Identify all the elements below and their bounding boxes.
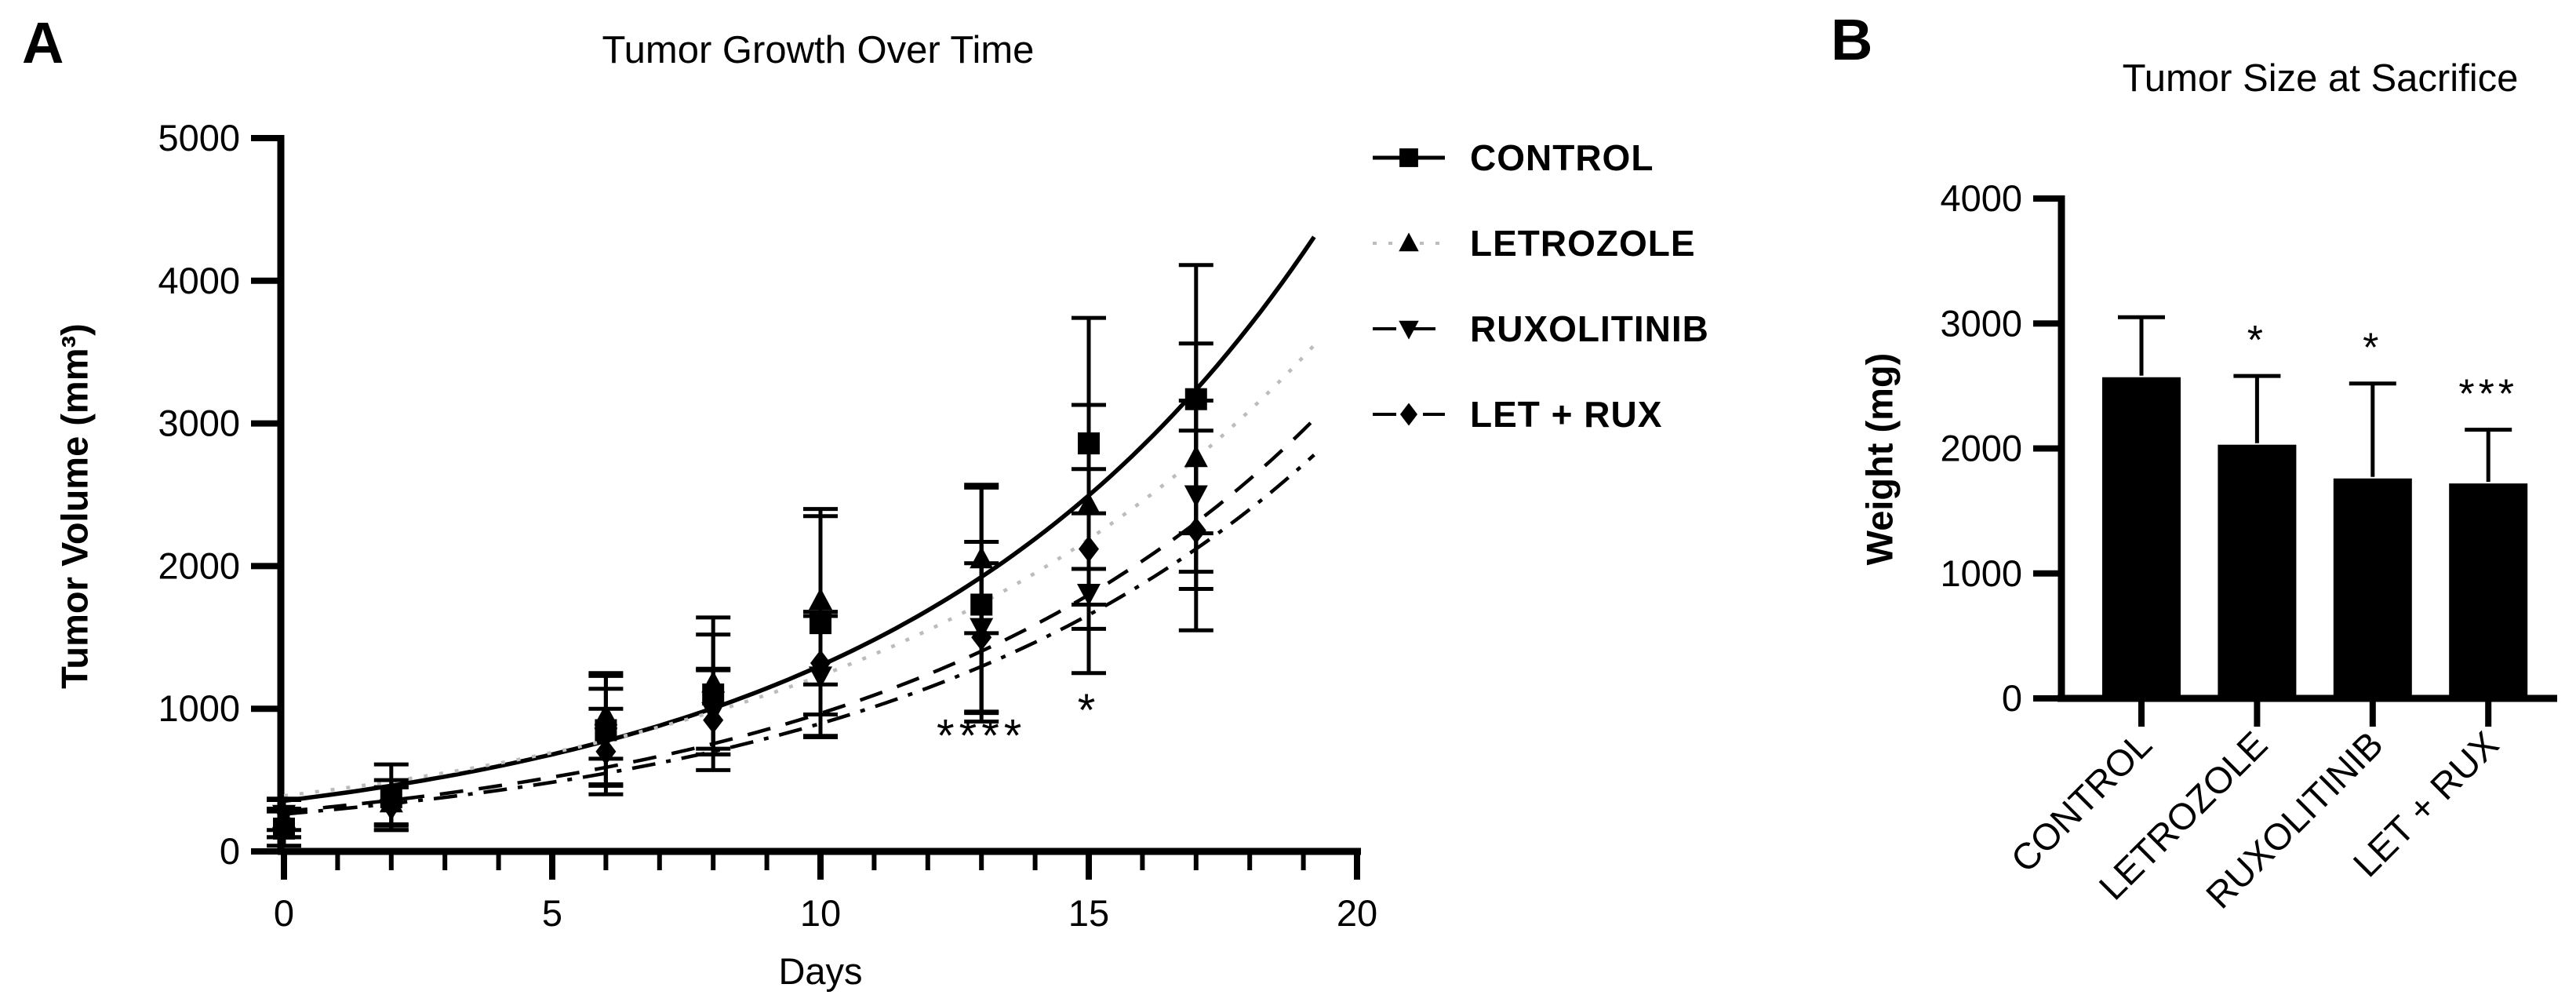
legend-label: RUXOLITINIB bbox=[1470, 308, 1709, 349]
panel-a-title: Tumor Growth Over Time bbox=[602, 29, 1035, 71]
panel-a-y-axis-title-text: Tumor Volume (mm³) bbox=[53, 323, 96, 689]
legend-marker-triangle-up-icon bbox=[1373, 232, 1445, 252]
data-point-marker bbox=[380, 792, 402, 819]
legend-marker-square-icon bbox=[1373, 148, 1445, 167]
panel-a-letter: A bbox=[22, 10, 64, 75]
data-point-marker bbox=[703, 706, 724, 734]
y-tick-label: 3000 bbox=[158, 403, 240, 444]
legend-marker-glyph bbox=[1399, 148, 1418, 167]
significance-annotation: * bbox=[2363, 326, 2382, 371]
legend-label: CONTROL bbox=[1470, 137, 1654, 178]
fit-curve-control bbox=[283, 235, 1316, 804]
x-tick-label: 5 bbox=[542, 892, 562, 934]
panel-b-y-axis-title-text: Weight (mg) bbox=[1858, 352, 1901, 566]
series-ruxolitinib bbox=[267, 399, 1213, 833]
y-tick-label: 4000 bbox=[158, 260, 240, 301]
significance-annotation: * bbox=[2247, 318, 2267, 363]
panel-b-letter: B bbox=[1831, 7, 1873, 72]
y-tick-label: 0 bbox=[220, 830, 240, 872]
panel-b-title: Tumor Size at Sacrifice bbox=[2122, 57, 2519, 100]
fit-curve-ruxolitinib bbox=[283, 417, 1315, 814]
x-tick-label: 0 bbox=[274, 892, 294, 934]
significance-annotation: *** bbox=[2458, 372, 2518, 417]
fit-curve-letrozole bbox=[283, 344, 1315, 798]
series-control bbox=[267, 263, 1213, 848]
x-tick-label: 10 bbox=[800, 892, 841, 934]
y-tick-label: 4000 bbox=[1940, 177, 2022, 219]
data-point-marker bbox=[1079, 535, 1099, 563]
data-point-marker bbox=[810, 650, 831, 677]
data-point-marker bbox=[1185, 516, 1206, 544]
y-tick-label: 2000 bbox=[158, 545, 240, 586]
y-tick-label: 3000 bbox=[1940, 302, 2022, 344]
y-tick-label: 0 bbox=[2002, 677, 2022, 719]
series-letrozole bbox=[267, 341, 1213, 840]
series-let-rux bbox=[267, 428, 1213, 840]
y-tick-label: 1000 bbox=[158, 687, 240, 729]
bar bbox=[2218, 444, 2297, 698]
panel-a-x-axis-title: Days bbox=[778, 950, 863, 992]
bar bbox=[2449, 483, 2528, 698]
data-point-marker bbox=[274, 809, 294, 837]
y-tick-label: 2000 bbox=[1940, 428, 2022, 469]
y-tick-label: 5000 bbox=[158, 117, 240, 159]
x-tick-label: 15 bbox=[1068, 892, 1109, 934]
legend: CONTROL LETROZOLE RUXOLITINIB LET + RUX bbox=[1371, 133, 1709, 439]
bar bbox=[2333, 478, 2412, 698]
legend-label: LETROZOLE bbox=[1470, 223, 1696, 264]
legend-item: CONTROL bbox=[1371, 133, 1709, 182]
significance-annotation: * bbox=[1078, 685, 1101, 736]
legend-marker-triangle-down-icon bbox=[1373, 320, 1445, 340]
legend-item: LET + RUX bbox=[1371, 390, 1709, 439]
data-point-marker bbox=[971, 624, 992, 651]
legend-marker-glyph bbox=[1399, 232, 1419, 252]
fit-curve-let-rux bbox=[283, 454, 1315, 816]
y-tick-label: 1000 bbox=[1940, 552, 2022, 594]
legend-label: LET + RUX bbox=[1470, 394, 1663, 435]
legend-item: LETROZOLE bbox=[1371, 219, 1709, 268]
legend-marker-glyph bbox=[1399, 320, 1419, 340]
significance-annotation: **** bbox=[937, 711, 1026, 762]
bar bbox=[2102, 377, 2181, 698]
data-point-marker bbox=[809, 588, 832, 611]
legend-item: RUXOLITINIB bbox=[1371, 304, 1709, 353]
tumor-size-chart: 01000200030004000CONTROL*LETROZOLE*RUXOL… bbox=[1940, 177, 2557, 917]
legend-marker-diamond-icon bbox=[1373, 403, 1445, 426]
x-tick-label: 20 bbox=[1337, 892, 1377, 934]
legend-marker-glyph bbox=[1399, 403, 1418, 426]
data-point-marker bbox=[595, 738, 617, 765]
